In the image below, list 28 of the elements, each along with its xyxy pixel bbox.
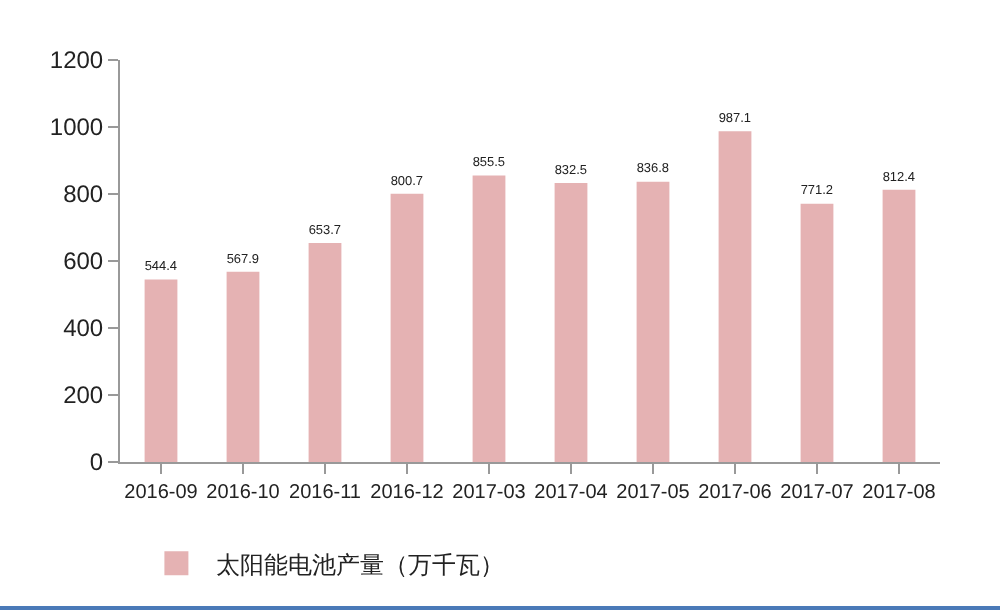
bar: [554, 183, 588, 462]
legend-label: 太阳能电池产量（万千瓦）: [216, 550, 505, 579]
y-tick-label: 1200: [49, 46, 104, 75]
bar: [226, 271, 260, 462]
x-tick-label: 2016-11: [289, 482, 362, 504]
bar: [882, 189, 916, 462]
bar: [472, 175, 506, 462]
y-tick-label: 1000: [49, 113, 104, 142]
x-tick-label: 2016-10: [206, 482, 281, 504]
x-tick-label: 2017-06: [698, 482, 773, 504]
x-tick-label: 2017-08: [862, 482, 937, 504]
x-tick-label: 2017-07: [780, 482, 855, 504]
bar: [390, 193, 424, 462]
y-tick-label: 800: [63, 180, 104, 209]
bar: [718, 131, 752, 462]
y-tick-label: 200: [63, 381, 104, 410]
bar: [800, 203, 834, 462]
x-tick-label: 2016-12: [370, 482, 445, 504]
bar: [308, 243, 342, 462]
bar: [144, 279, 178, 462]
bar: [636, 181, 670, 462]
y-tick-label: 0: [89, 448, 104, 477]
x-tick-label: 2017-05: [616, 482, 691, 504]
x-tick-label: 2016-09: [124, 482, 199, 504]
x-tick-label: 2017-03: [452, 482, 527, 504]
x-tick-label: 2017-04: [534, 482, 609, 504]
y-tick-label: 600: [63, 247, 104, 276]
y-tick-label: 400: [63, 314, 104, 343]
